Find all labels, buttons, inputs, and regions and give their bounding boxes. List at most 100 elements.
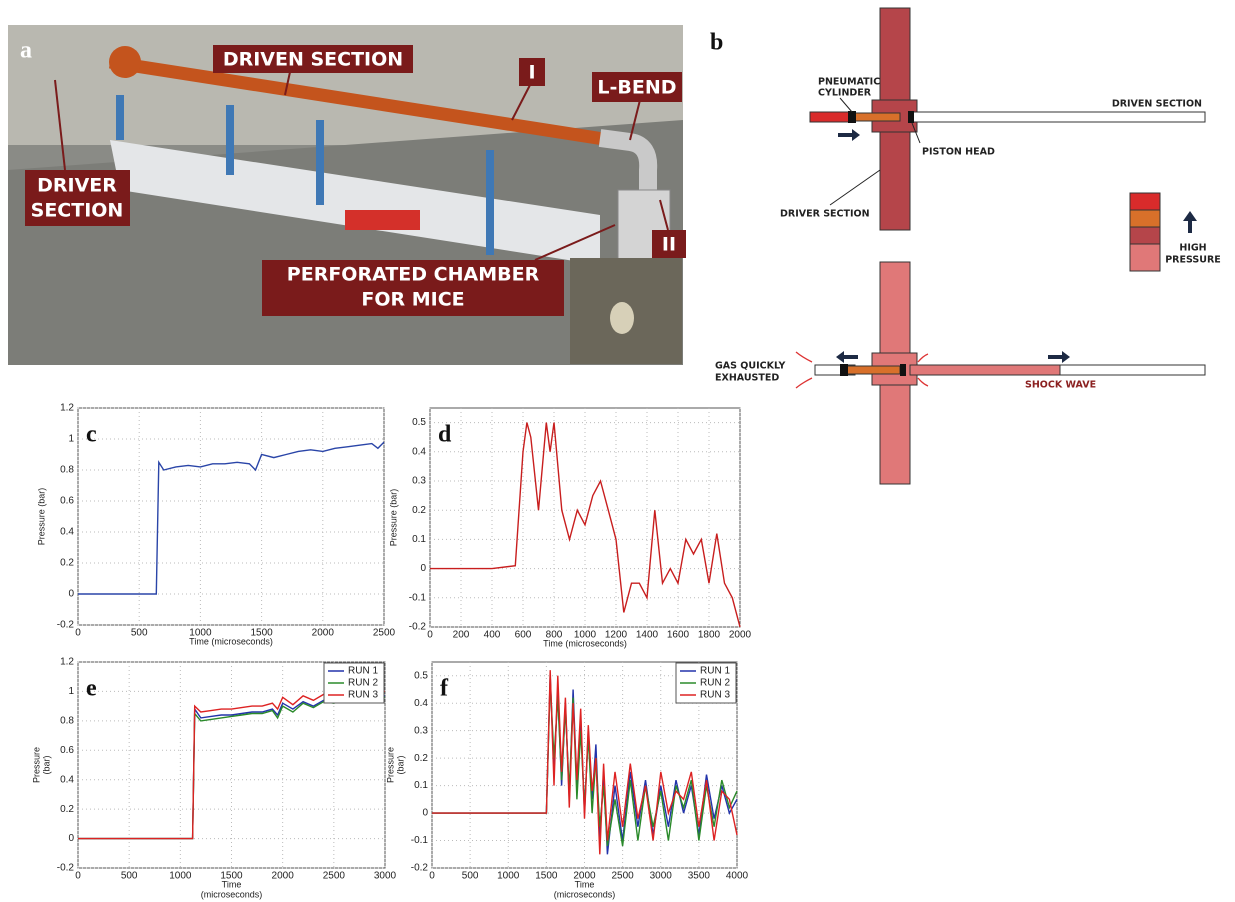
chart: -0.200.20.40.60.811.20 500 1000 1500 2000 250…	[31, 657, 396, 900]
y-axis-label: (bar)	[41, 755, 51, 774]
panel-letter: a	[20, 38, 32, 64]
photo-label: DRIVER	[37, 175, 117, 197]
x-tick-label: 2000	[312, 628, 335, 639]
y-axis-label: Pressure (bar)	[388, 489, 398, 547]
legend-label: RUN 1	[348, 666, 378, 677]
label-box	[25, 170, 130, 226]
data-line	[432, 670, 738, 855]
x-tick-label: 2500	[373, 628, 396, 639]
photo-label: I	[528, 62, 535, 84]
x-tick-label: 200	[453, 630, 470, 641]
diagram-label: SHOCK WAVE	[1025, 380, 1096, 391]
cylinder-chamber	[844, 365, 901, 375]
arrow	[838, 129, 860, 141]
label-box	[652, 230, 686, 258]
x-axis-label: Time (microseconds)	[543, 638, 627, 648]
photo-label: PERFORATED CHAMBER	[287, 264, 540, 286]
diagram-label: DRIVEN SECTION	[1112, 99, 1202, 110]
pressure-key	[1129, 209, 1161, 228]
chart: -0.2 -0.1 0 0.1 0.2 0.3 0.4 0.5 0 500 1000 1500 2000…	[385, 661, 749, 899]
x-tick-label: 2500	[323, 871, 346, 882]
x-tick-label: 2000	[272, 871, 295, 882]
panel-letter: f	[440, 676, 449, 702]
y-tick-label: 0.3	[412, 476, 426, 487]
y-tick-label: 0.8	[60, 465, 74, 476]
pressure-key	[1129, 243, 1161, 272]
y-tick-label: 0.5	[414, 670, 428, 681]
legend-label: RUN 3	[700, 690, 730, 701]
y-axis-label: (bar)	[395, 755, 405, 774]
label-box	[592, 72, 682, 102]
y-tick-label: 0.5	[412, 417, 426, 428]
x-axis-label: Time	[575, 879, 595, 889]
x-tick-label: 2500	[612, 871, 635, 882]
photo-leaders	[54, 71, 669, 261]
panel-letter: c	[86, 422, 97, 448]
label-box	[519, 58, 545, 86]
diagram-label: CYLINDER	[818, 88, 872, 99]
x-tick-label: 1000	[497, 871, 520, 882]
x-tick-label: 3500	[688, 871, 711, 882]
x-tick-label: 500	[131, 628, 148, 639]
x-tick-label: 3000	[650, 871, 673, 882]
x-tick-label: 2000	[573, 871, 596, 882]
photo-stands	[116, 95, 494, 255]
y-tick-label: 1.2	[60, 403, 74, 414]
y-tick-label: 0.4	[412, 446, 426, 457]
cylinder-chamber	[854, 112, 901, 122]
y-tick-label: -0.2	[57, 863, 75, 874]
y-tick-label: -0.2	[411, 863, 429, 874]
x-tick-label: 4000	[726, 871, 749, 882]
piston	[840, 364, 848, 376]
data-line	[78, 441, 385, 595]
pressure-key	[1129, 192, 1161, 211]
y-tick-label: 0.4	[60, 527, 74, 538]
x-tick-label: 1600	[667, 630, 690, 641]
x-tick-label: 0	[75, 628, 81, 639]
diagram-label: PISTON HEAD	[922, 147, 995, 158]
x-tick-label: 1000	[574, 630, 597, 641]
x-tick-label: 1500	[250, 628, 273, 639]
x-tick-label: 1200	[605, 630, 628, 641]
legend-label: RUN 2	[348, 678, 378, 689]
x-tick-label: 1000	[169, 871, 192, 882]
photo-label: FOR MICE	[361, 289, 464, 311]
piston-head	[900, 364, 906, 376]
x-tick-label: 500	[121, 871, 138, 882]
diagram-label: EXHAUSTED	[715, 373, 779, 384]
arrow	[836, 351, 858, 363]
y-tick-label: 0	[68, 589, 74, 600]
photo-tray	[345, 210, 420, 230]
piston-head	[908, 111, 914, 123]
x-tick-label: 1500	[220, 871, 243, 882]
y-axis-label: Pressure (bar)	[36, 488, 46, 546]
x-tick-label: 1800	[698, 630, 721, 641]
y-tick-label: 0.6	[60, 745, 74, 756]
x-tick-label: 800	[546, 630, 563, 641]
y-tick-label: 0.8	[60, 715, 74, 726]
panel-letter: d	[438, 422, 452, 448]
y-tick-label: 0.4	[414, 698, 428, 709]
y-tick-label: 0.2	[60, 804, 74, 815]
y-tick-label: 0.1	[412, 534, 426, 545]
y-tick-label: -0.2	[57, 620, 75, 631]
arrow	[1183, 211, 1197, 233]
x-axis-label: (microseconds)	[554, 889, 616, 899]
diagram-label: PNEUMATIC	[818, 77, 880, 88]
y-tick-label: 0.1	[414, 780, 428, 791]
photo: DRIVEN SECTION L-BEND I DRIVER SECTION I…	[8, 25, 686, 365]
diagram-label: DRIVER SECTION	[780, 209, 870, 220]
y-tick-label: 0.2	[412, 505, 426, 516]
legend-label: RUN 1	[700, 666, 730, 677]
label-box	[262, 260, 564, 316]
diagram-label: HIGH	[1179, 243, 1206, 254]
x-tick-label: 600	[515, 630, 532, 641]
y-tick-label: -0.2	[409, 622, 427, 633]
diagram: b PNEUMATIC CYLINDER DRIVEN SECTION PIST…	[710, 7, 1221, 485]
legend-label: RUN 2	[700, 678, 730, 689]
panel-letter: e	[86, 676, 97, 702]
y-tick-label: 0	[422, 808, 428, 819]
driven-tube	[1059, 364, 1206, 376]
x-tick-label: 1000	[189, 628, 212, 639]
